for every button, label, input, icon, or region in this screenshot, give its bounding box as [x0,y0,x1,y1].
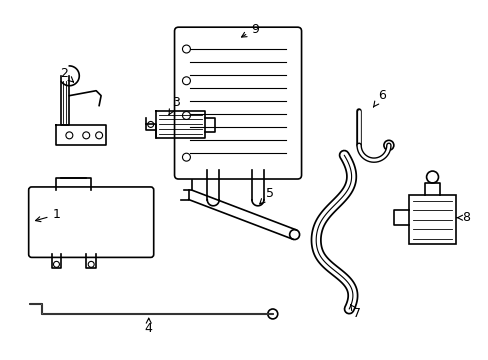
FancyBboxPatch shape [29,187,153,257]
Text: 6: 6 [373,89,385,107]
Text: 4: 4 [144,318,152,336]
Text: 5: 5 [259,188,273,204]
FancyBboxPatch shape [174,27,301,179]
Text: 2: 2 [61,67,73,82]
Text: 8: 8 [456,211,469,224]
Text: 7: 7 [350,305,360,320]
FancyBboxPatch shape [408,195,455,244]
Text: 9: 9 [241,23,258,37]
Text: 1: 1 [36,208,61,222]
Text: 3: 3 [169,96,179,114]
